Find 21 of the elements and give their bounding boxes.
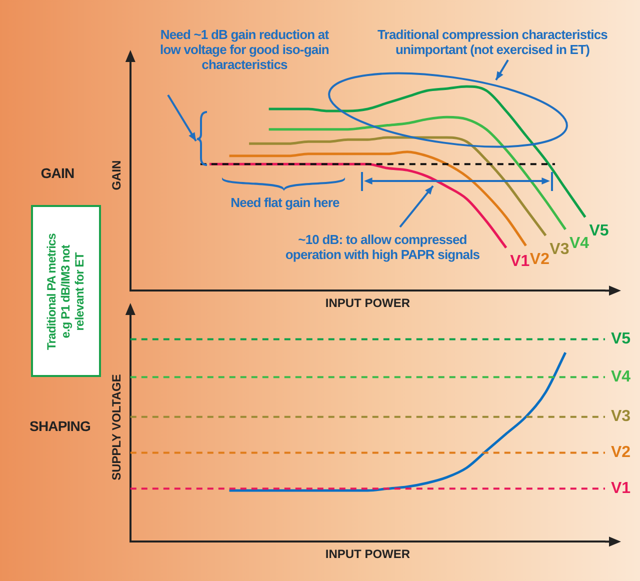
series-label: V5 [589, 222, 609, 240]
text: Need ~1 dB gain reduction at low voltage for good iso-gain characteristics [159, 27, 330, 73]
series-label: V3 [550, 240, 570, 258]
ref-line-label: V3 [611, 408, 631, 426]
text: SHAPING [28, 418, 92, 434]
text: GAIN [40, 165, 76, 182]
series-label: V1 [510, 253, 530, 270]
series-label: V4 [569, 234, 590, 252]
ref-line-label: V2 [611, 444, 631, 462]
ref-line-label: V1 [611, 480, 631, 498]
x-axis-title: INPUT POWER [325, 547, 410, 562]
annotation: Need flat gain here [230, 195, 340, 211]
text: Traditional PA metrics e.g P1 dB/IM3 not relevant for ET [44, 232, 87, 352]
series-label: V2 [530, 251, 550, 268]
annotation: ~10 dB: to allow compressed operation with high PAPR signals [284, 232, 481, 263]
y-axis-title: SUPPLY VOLTAGE [110, 374, 124, 480]
y-axis-title: GAIN [110, 160, 124, 190]
x-axis-title: INPUT POWER [325, 296, 410, 310]
ref-line-label: V4 [611, 368, 631, 386]
text: Traditional compression characteristics unimportant (not exercised in ET) [376, 27, 609, 58]
ref-line-label: V5 [611, 330, 631, 348]
